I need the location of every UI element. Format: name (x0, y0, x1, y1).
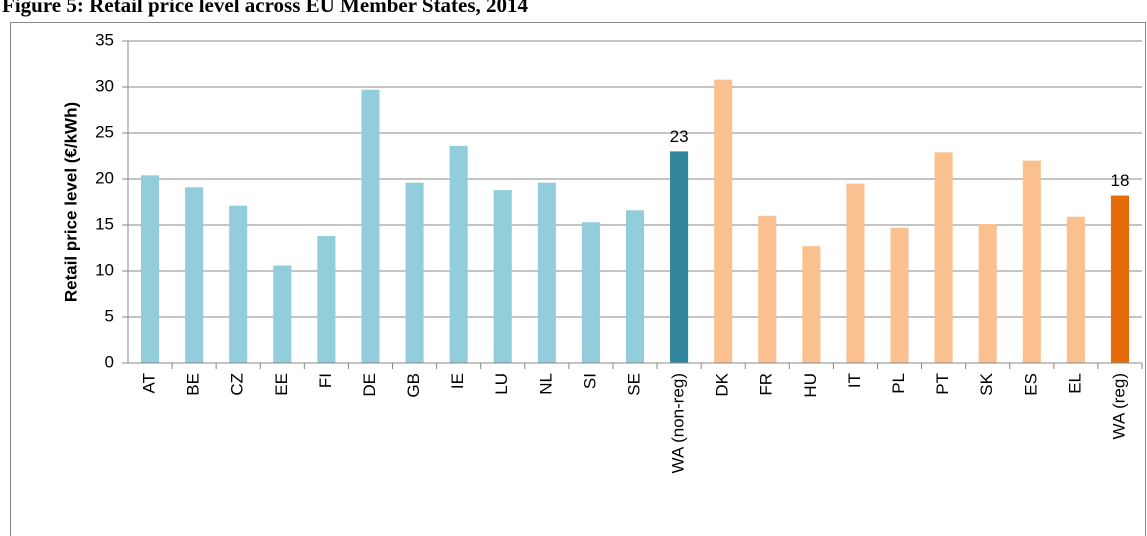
x-tick-label: SE (624, 373, 643, 396)
bar (317, 236, 336, 363)
bar (758, 215, 777, 363)
x-tick-label: FR (757, 373, 776, 396)
chart-title: Figure 5: Retail price level across EU M… (2, 0, 529, 17)
y-tick-label: 20 (95, 168, 114, 187)
bar (714, 79, 733, 363)
data-label: 23 (670, 127, 689, 146)
x-tick-label: AT (140, 373, 159, 393)
x-tick-label: WA (non-reg) (669, 373, 688, 473)
bar (670, 151, 689, 363)
bar (934, 152, 953, 363)
y-tick-label: 15 (95, 214, 114, 233)
x-tick-label: ES (1021, 373, 1040, 396)
x-tick-label: HU (801, 373, 820, 398)
x-tick-label: SI (580, 373, 599, 389)
y-tick-label: 30 (95, 76, 114, 95)
y-tick-label: 0 (105, 352, 114, 371)
bar (361, 89, 380, 363)
x-tick-label: IT (845, 373, 864, 388)
x-tick-label: LU (492, 373, 511, 395)
bar (1066, 216, 1085, 363)
data-label: 18 (1110, 171, 1129, 190)
bar (405, 182, 424, 363)
x-tick-label: DK (713, 372, 732, 396)
bar (493, 190, 512, 363)
bar (229, 205, 248, 363)
x-tick-label: EL (1065, 373, 1084, 394)
bar (185, 187, 204, 363)
bar (1022, 160, 1041, 363)
bar (537, 182, 556, 363)
x-tick-label: PT (933, 373, 952, 395)
x-tick-label: CZ (228, 373, 247, 396)
x-tick-label: GB (404, 373, 423, 398)
y-tick-label: 25 (95, 122, 114, 141)
bar (890, 227, 909, 363)
x-tick-label: DE (360, 373, 379, 397)
y-tick-label: 10 (95, 260, 114, 279)
x-tick-label: NL (536, 373, 555, 395)
chart-border (10, 22, 1146, 536)
y-tick-label: 5 (105, 306, 114, 325)
x-tick-label: IE (448, 373, 467, 389)
x-tick-label: FI (316, 373, 335, 388)
bar (581, 222, 600, 363)
bar (978, 224, 997, 363)
y-axis-label: Retail price level (€/kWh) (61, 102, 80, 302)
x-tick-label: BE (184, 373, 203, 396)
bar (1110, 195, 1129, 363)
bar (141, 175, 160, 363)
bar (273, 265, 292, 363)
x-tick-label: EE (272, 373, 291, 396)
bar (625, 210, 645, 363)
x-tick-label: SK (977, 372, 996, 395)
bar (846, 183, 865, 363)
x-tick-label: PL (889, 373, 908, 394)
x-tick-label: WA (reg) (1109, 373, 1128, 439)
bar (802, 246, 821, 363)
y-tick-label: 35 (95, 30, 114, 49)
bar (449, 145, 468, 363)
